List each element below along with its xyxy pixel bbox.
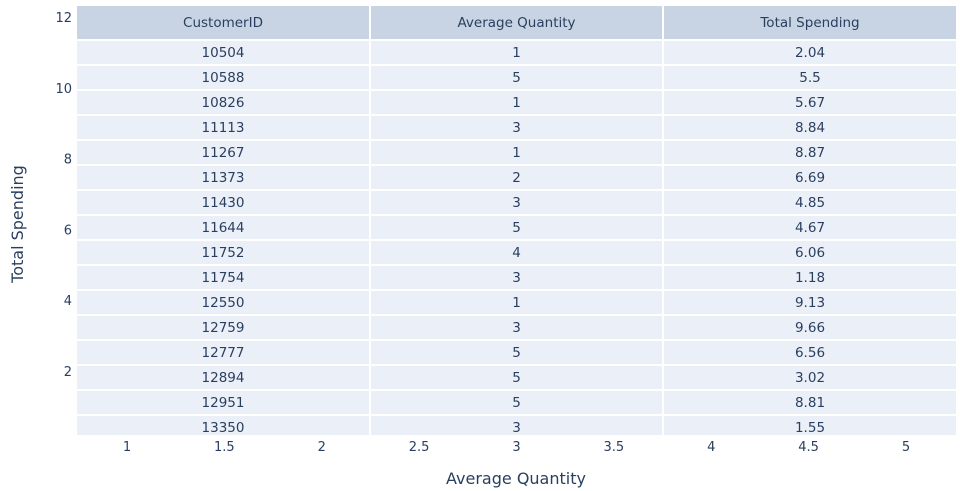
- table-cell: 3: [370, 265, 664, 291]
- table-cell: 9.13: [663, 290, 956, 316]
- y-tick-label: 2: [64, 365, 72, 380]
- table-cell: 6.69: [663, 165, 956, 191]
- table-cell: 11644: [77, 215, 371, 241]
- table-cell: 3: [370, 115, 664, 141]
- table-cell: 1.18: [663, 265, 956, 291]
- table-row: 10826 1 5.67: [77, 90, 956, 116]
- table-body: 10504 1 2.04 10588 5 5.5 10826 1 5.67 11113 3 8.84 1…: [77, 40, 956, 435]
- x-tick-label: 2: [318, 440, 326, 455]
- x-tick-label: 1.5: [214, 440, 235, 455]
- table-cell: 4: [370, 240, 664, 266]
- table-cell: 10826: [77, 90, 371, 116]
- table-cell: 3: [370, 190, 664, 216]
- table-cell: 12894: [77, 365, 371, 391]
- table-row: 10504 1 2.04: [77, 40, 956, 66]
- table-cell: 4.67: [663, 215, 956, 241]
- table-cell: 12777: [77, 340, 371, 366]
- table-row: 11373 2 6.69: [77, 165, 956, 191]
- table-cell: 11752: [77, 240, 371, 266]
- table-cell: 1.55: [663, 415, 956, 435]
- table-cell: 9.66: [663, 315, 956, 341]
- table-row: 12777 5 6.56: [77, 340, 956, 366]
- table-row: 11267 1 8.87: [77, 140, 956, 166]
- x-tick-label: 5: [902, 440, 910, 455]
- table-cell: 3.02: [663, 365, 956, 391]
- table-cell: 10504: [77, 40, 371, 66]
- table-cell: 2: [370, 165, 664, 191]
- table-header-row: CustomerID Average Quantity Total Spending: [77, 6, 956, 41]
- y-tick-label: 8: [64, 153, 72, 168]
- table-cell: 5: [370, 390, 664, 416]
- table-cell: 5.67: [663, 90, 956, 116]
- table-row: 12759 3 9.66: [77, 315, 956, 341]
- table-cell: 5: [370, 215, 664, 241]
- table-row: 11754 3 1.18: [77, 265, 956, 291]
- table-cell: 1: [370, 40, 664, 66]
- table-row: 10588 5 5.5: [77, 65, 956, 91]
- x-tick-label: 4.5: [798, 440, 819, 455]
- column-header: Total Spending: [663, 6, 956, 41]
- table-cell: 8.81: [663, 390, 956, 416]
- table-cell: 10588: [77, 65, 371, 91]
- table-row: 11430 3 4.85: [77, 190, 956, 216]
- table-row: 11752 4 6.06: [77, 240, 956, 266]
- table-cell: 11267: [77, 140, 371, 166]
- x-tick-label: 4: [707, 440, 715, 455]
- table-cell: 13350: [77, 415, 371, 435]
- y-tick-label: 4: [64, 294, 72, 309]
- table-cell: 8.84: [663, 115, 956, 141]
- table-row: 12550 1 9.13: [77, 290, 956, 316]
- table-cell: 5.5: [663, 65, 956, 91]
- table-cell: 12951: [77, 390, 371, 416]
- table-cell: 11373: [77, 165, 371, 191]
- column-header: CustomerID: [77, 6, 371, 41]
- y-tick-label: 12: [55, 11, 72, 26]
- table-cell: 5: [370, 365, 664, 391]
- y-tick-label: 10: [55, 82, 72, 97]
- table-row: 12951 5 8.81: [77, 390, 956, 416]
- x-tick-label: 2.5: [409, 440, 430, 455]
- table-cell: 11754: [77, 265, 371, 291]
- table-cell: 8.87: [663, 140, 956, 166]
- table-cell: 3: [370, 415, 664, 435]
- table-cell: 12759: [77, 315, 371, 341]
- x-tick-label: 3: [512, 440, 520, 455]
- x-tick-label: 1: [123, 440, 131, 455]
- table-cell: 4.85: [663, 190, 956, 216]
- y-axis-ticks: 2 4 6 8 10 12: [55, 11, 72, 380]
- column-header: Average Quantity: [370, 6, 664, 41]
- table-cell: 1: [370, 90, 664, 116]
- table-cell: 11113: [77, 115, 371, 141]
- table-row: 13350 3 1.55: [77, 415, 956, 435]
- table-cell: 3: [370, 315, 664, 341]
- table-row: 11113 3 8.84: [77, 115, 956, 141]
- table-cell: 12550: [77, 290, 371, 316]
- x-tick-label: 3.5: [604, 440, 625, 455]
- data-table-container: CustomerID Average Quantity Total Spending…: [77, 6, 956, 435]
- x-axis-ticks: 1 1.5 2 2.5 3 3.5 4 4.5 5: [123, 440, 910, 455]
- x-axis-title: Average Quantity: [446, 469, 586, 488]
- table-row: 11644 5 4.67: [77, 215, 956, 241]
- table-cell: 6.56: [663, 340, 956, 366]
- table-cell: 1: [370, 290, 664, 316]
- table-row: 12894 5 3.02: [77, 365, 956, 391]
- table-cell: 1: [370, 140, 664, 166]
- table-cell: 6.06: [663, 240, 956, 266]
- table-cell: 11430: [77, 190, 371, 216]
- table-cell: 5: [370, 340, 664, 366]
- y-tick-label: 6: [64, 223, 72, 238]
- data-table: CustomerID Average Quantity Total Spending…: [77, 6, 956, 435]
- y-axis-title: Total Spending: [8, 165, 27, 284]
- table-cell: 2.04: [663, 40, 956, 66]
- table-cell: 5: [370, 65, 664, 91]
